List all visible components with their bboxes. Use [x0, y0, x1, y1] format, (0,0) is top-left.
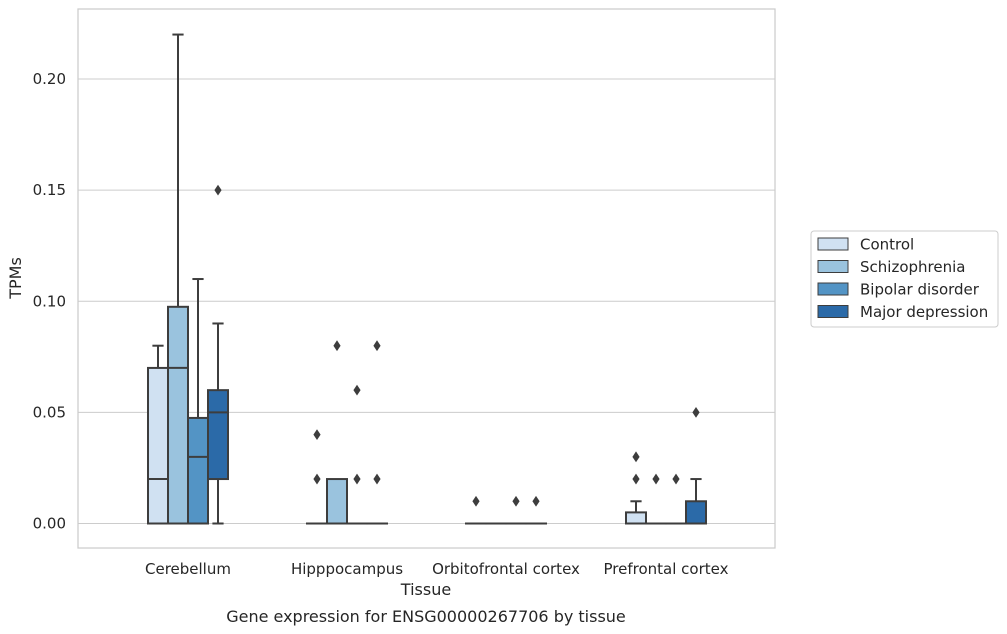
box-group	[147, 344, 169, 525]
box-series	[147, 33, 707, 525]
box	[167, 305, 189, 525]
outlier-point	[672, 473, 680, 485]
legend-label: Major depression	[860, 303, 988, 321]
legend-label: Bipolar disorder	[860, 281, 980, 299]
x-tick-label: Orbitofrontal cortex	[432, 560, 580, 578]
outlier-point	[214, 184, 222, 196]
x-tick-label: Cerebellum	[145, 560, 231, 578]
box	[187, 416, 209, 525]
box	[685, 500, 707, 525]
legend-label: Schizophrenia	[860, 258, 965, 276]
legend-label: Control	[860, 236, 914, 254]
box-group	[167, 33, 189, 525]
box	[147, 366, 169, 525]
outlier-point	[652, 473, 660, 485]
box-group	[326, 340, 348, 525]
plot-frame	[77, 8, 776, 549]
y-axis-ticks: 0.00 0.05 0.10 0.15 0.20	[33, 70, 66, 533]
box-group	[665, 473, 687, 525]
y-tick-label: 0.15	[33, 181, 66, 199]
outlier-point	[692, 406, 700, 418]
outlier-point	[353, 384, 361, 396]
y-tick-label: 0.05	[33, 403, 66, 421]
legend: Control Schizophrenia Bipolar disorder Majo…	[810, 230, 999, 328]
outlier-point	[532, 495, 540, 507]
box	[207, 389, 229, 481]
box-group	[525, 495, 547, 525]
y-tick-label: 0.00	[33, 515, 66, 533]
x-axis-ticks: Cerebellum Hipppocampus Orbitofrontal cort…	[145, 560, 729, 578]
box-group	[306, 429, 328, 525]
box-group	[346, 384, 368, 525]
legend-swatch	[817, 305, 849, 318]
outlier-point	[313, 473, 321, 485]
box-group	[366, 340, 388, 525]
legend-frame	[810, 230, 999, 328]
y-axis-label: TPMs	[6, 257, 25, 300]
outlier-point	[373, 473, 381, 485]
x-tick-label: Prefrontal cortex	[604, 560, 729, 578]
outlier-point	[512, 495, 520, 507]
legend-swatch	[817, 260, 849, 273]
box	[625, 511, 647, 525]
box-group	[645, 473, 667, 525]
y-tick-label: 0.10	[33, 292, 66, 310]
box-group	[465, 495, 487, 525]
box-group	[685, 406, 707, 525]
outlier-point	[472, 495, 480, 507]
box-group	[207, 184, 229, 525]
x-tick-label: Hipppocampus	[291, 560, 403, 578]
legend-swatch	[817, 237, 849, 251]
box	[326, 478, 348, 525]
outlier-point	[333, 340, 341, 352]
outlier-point	[373, 340, 381, 352]
chart-caption: Gene expression for ENSG00000267706 by t…	[226, 607, 626, 626]
box-group	[625, 451, 647, 525]
x-axis-label: Tissue	[400, 580, 451, 599]
outlier-point	[353, 473, 361, 485]
outlier-point	[632, 451, 640, 463]
legend-swatch	[817, 282, 849, 296]
box-group	[505, 495, 527, 525]
outlier-point	[313, 429, 321, 440]
y-tick-label: 0.20	[33, 70, 66, 88]
box-group	[187, 278, 209, 525]
outlier-point	[632, 473, 640, 485]
